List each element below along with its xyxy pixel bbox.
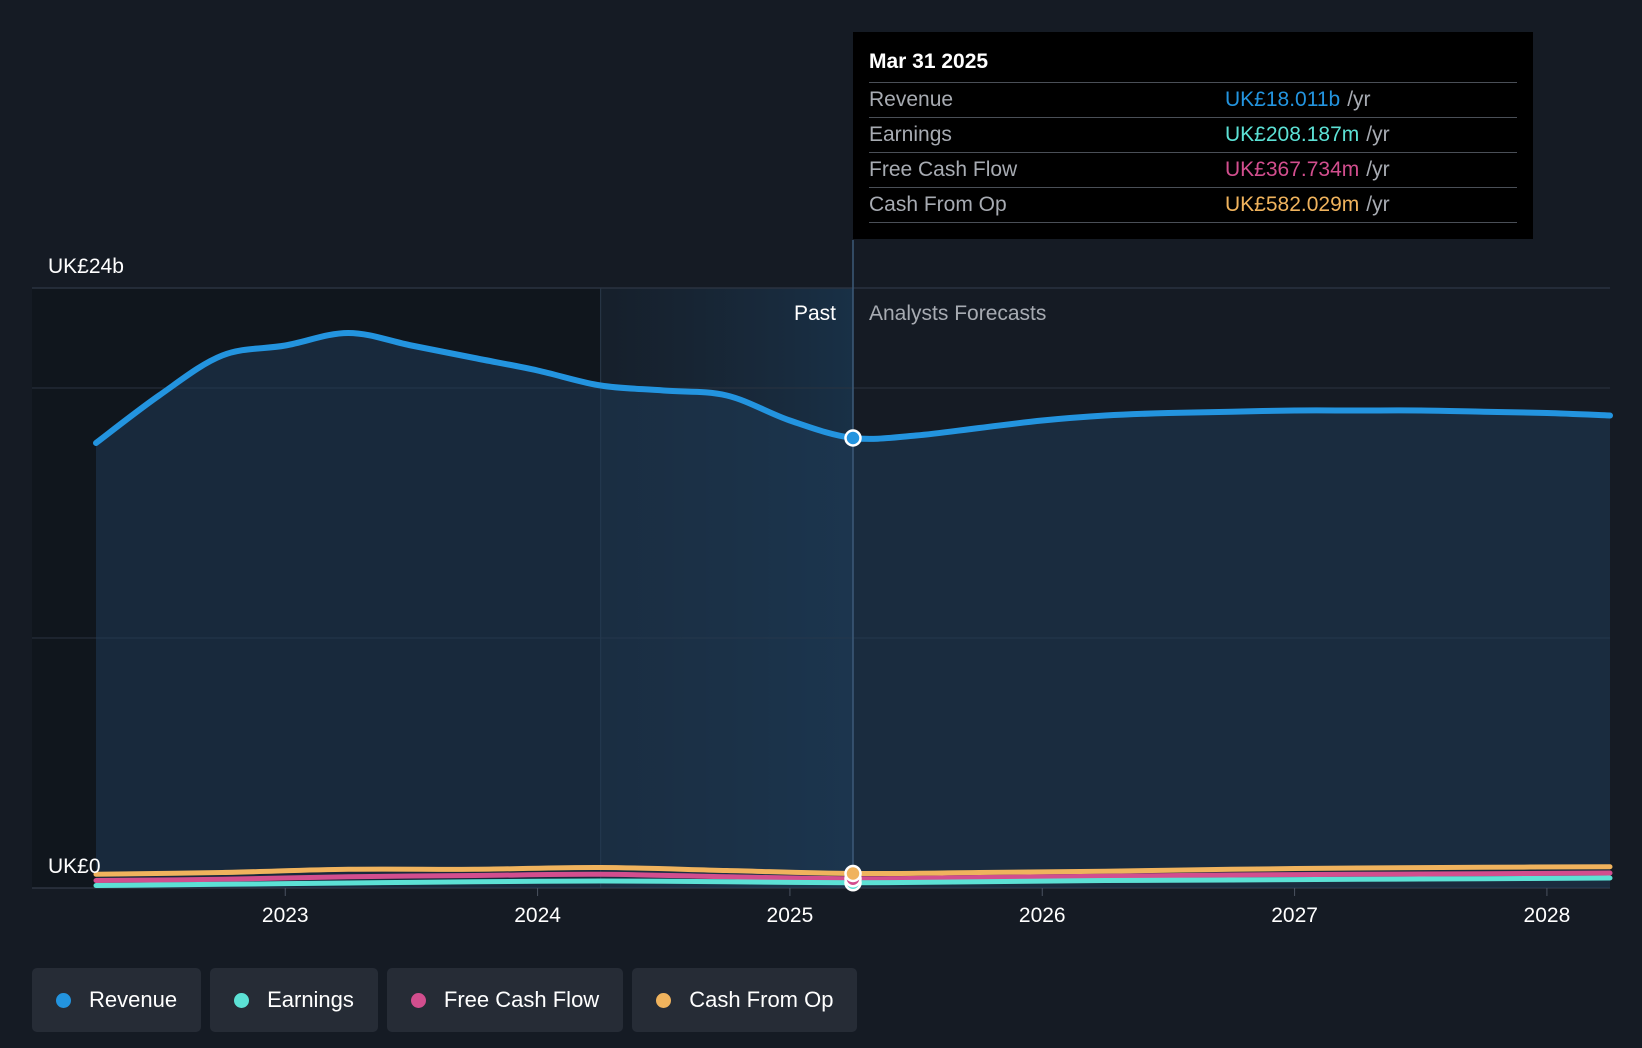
tooltip-date: Mar 31 2025 (869, 46, 1517, 83)
tooltip-row-earnings: Earnings UK£208.187m /yr (869, 118, 1517, 153)
chart-canvas: UK£24b UK£0 2023 2024 2025 2026 2027 2028 Past A… (32, 240, 1613, 927)
x-tick-label: 2025 (767, 904, 814, 927)
legend-label: Cash From Op (689, 987, 834, 1012)
forecast-label: Analysts Forecasts (869, 302, 1046, 325)
x-tick-label: 2023 (262, 904, 309, 927)
tooltip-value: UK£208.187m (1225, 123, 1360, 146)
legend-label: Earnings (267, 987, 354, 1012)
legend-item-free-cash-flow[interactable]: Free Cash Flow (386, 968, 624, 1032)
tooltip-row-free-cash-flow: Free Cash Flow UK£367.734m /yr (869, 153, 1517, 188)
tooltip-value: UK£18.011b (1225, 88, 1341, 111)
tooltip-row-cash-from-op: Cash From Op UK£582.029m /yr (869, 188, 1517, 223)
tooltip-value: UK£367.734m (1225, 158, 1360, 181)
chart-legend: Revenue Earnings Free Cash Flow Cash Fro… (32, 968, 858, 1032)
earnings-dot-icon (234, 992, 250, 1008)
revenue-dot-icon (56, 992, 71, 1008)
tooltip-label: Cash From Op (869, 193, 1007, 216)
revenue-line (93, 330, 1613, 446)
tooltip-label: Earnings (869, 123, 952, 146)
x-tick-label: 2024 (514, 904, 561, 927)
cash_from_op-marker (844, 864, 862, 883)
tooltip-label: Revenue (869, 88, 954, 111)
legend-item-cash-from-op[interactable]: Cash From Op (632, 968, 858, 1032)
tooltip-panel: Mar 31 2025 Revenue UK£18.011b /yr Earni… (853, 32, 1533, 239)
x-tick-label: 2028 (1524, 904, 1571, 927)
legend-item-revenue[interactable]: Revenue (32, 968, 202, 1032)
tooltip-label: Free Cash Flow (869, 158, 1018, 181)
past-label: Past (794, 302, 836, 325)
y-axis-label: UK£0 (48, 855, 101, 878)
x-tick-label: 2027 (1271, 904, 1318, 927)
x-tick-label: 2026 (1019, 904, 1066, 927)
tooltip-unit: /yr (1366, 123, 1390, 146)
legend-label: Revenue (89, 987, 178, 1012)
tooltip-unit: /yr (1347, 88, 1371, 111)
legend-item-earnings[interactable]: Earnings (210, 968, 378, 1032)
cash-from-op-dot-icon (656, 992, 672, 1008)
tooltip-unit: /yr (1366, 193, 1390, 216)
tooltip-unit: /yr (1366, 158, 1390, 181)
legend-label: Free Cash Flow (443, 987, 600, 1012)
free-cash-flow-dot-icon (410, 992, 426, 1008)
tooltip-row-revenue: Revenue UK£18.011b /yr (869, 83, 1517, 118)
revenue-marker (844, 429, 862, 447)
tooltip-value: UK£582.029m (1225, 193, 1360, 216)
y-axis-label: UK£24b (48, 255, 124, 278)
